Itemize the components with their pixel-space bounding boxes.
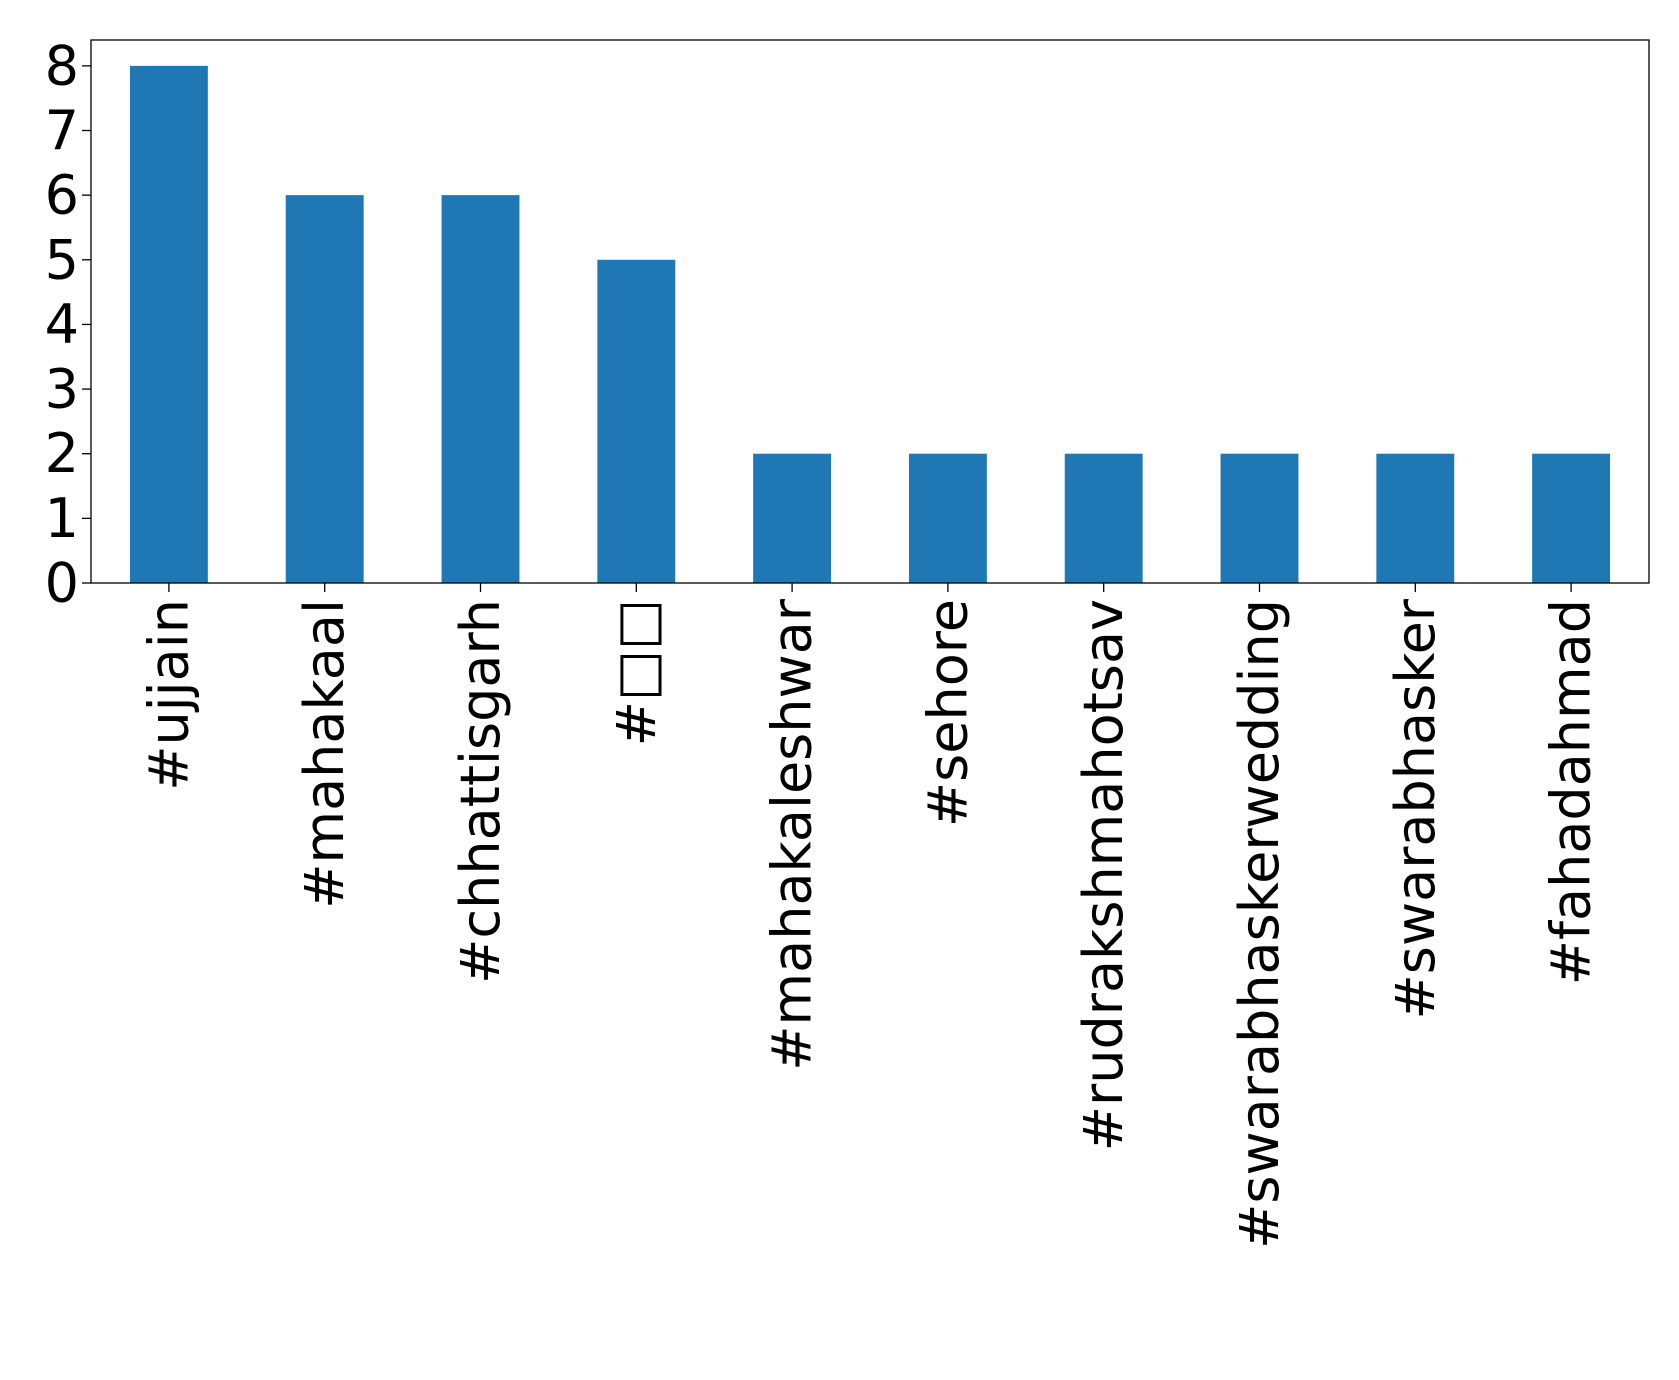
y-tick-label: 6: [45, 164, 79, 227]
y-tick-label: 2: [45, 422, 79, 485]
y-tick-label: 1: [45, 487, 79, 550]
y-tick-label: 3: [45, 358, 79, 421]
x-axis: #ujjain #mahakaal #chhattisgarh #□□ #mahakal…: [137, 583, 1603, 1249]
y-tick-label: 5: [45, 228, 79, 291]
y-tick-label: 8: [45, 34, 79, 97]
x-tick-label: #rudrakshmahotsav: [1072, 599, 1135, 1151]
x-tick-label: #sehore: [916, 599, 979, 827]
bar-9: [1532, 453, 1611, 583]
x-tick-label: #swarabhaskerwedding: [1228, 599, 1291, 1249]
bar-4: [753, 453, 832, 583]
x-tick-label: #□□: [605, 599, 668, 746]
plot-frame: [90, 39, 1650, 584]
bars-group: [129, 65, 1611, 584]
x-tick-label: #fahadahmad: [1540, 599, 1603, 985]
y-tick-label: 7: [45, 99, 79, 162]
bar-1: [285, 195, 364, 583]
y-tick-label: 4: [45, 293, 79, 356]
bar-3: [597, 259, 676, 583]
bar-7: [1220, 453, 1299, 583]
x-tick-label: #swarabhasker: [1384, 598, 1447, 1019]
bar-2: [441, 195, 520, 583]
x-tick-label: #mahakaleshwar: [761, 598, 824, 1071]
x-tick-label: #ujjain: [137, 599, 200, 791]
bar-8: [1376, 453, 1455, 583]
bar-0: [129, 65, 208, 584]
x-tick-label: #mahakaal: [293, 599, 356, 909]
bar-6: [1064, 453, 1143, 583]
y-tick-label: 0: [45, 552, 79, 615]
bar-5: [908, 453, 987, 583]
x-tick-label: #chhattisgarh: [449, 599, 512, 984]
